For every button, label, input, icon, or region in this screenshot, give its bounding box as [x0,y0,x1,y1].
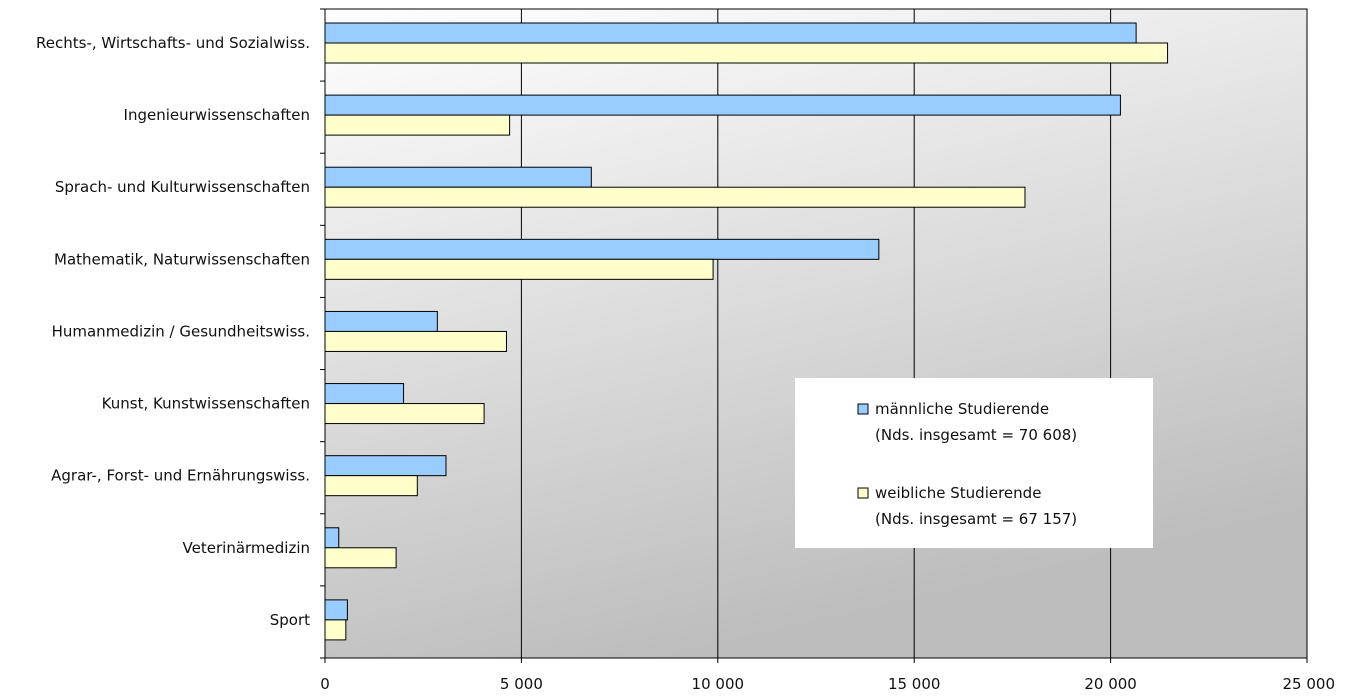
bar-male [324,166,592,188]
category-label: Agrar-, Forst- und Ernährungswiss. [51,467,310,485]
x-tick-label: 20 000 [1084,675,1137,693]
category-label: Mathematik, Naturwissenschaften [54,250,310,268]
bar-male [324,527,340,549]
bar-female [324,403,485,425]
x-tick-label: 10 000 [692,675,745,693]
x-tick-label: 5 000 [500,675,543,693]
category-label: Veterinärmedizin [183,539,310,557]
category-label: Kunst, Kunstwissenschaften [102,395,310,413]
bar-female [324,258,714,280]
bar-female [324,547,397,569]
bar-male [324,599,348,621]
legend-swatch-female [857,487,869,499]
category-label: Ingenieurwissenschaften [124,106,310,124]
bar-male [324,22,1137,44]
category-label: Rechts-, Wirtschafts- und Sozialwiss. [36,34,310,52]
x-tick-labels: 0 5 000 10 000 15 000 20 000 25 000 [320,675,1335,693]
legend-note-female: (Nds. insgesamt = 67 157) [875,510,1077,528]
bar-male [324,310,438,332]
bar-male [324,238,880,260]
legend-label-female: weibliche Studierende [875,484,1041,502]
bar-male [324,94,1121,116]
bar-female [324,114,511,136]
legend-label-male: männliche Studierende [875,400,1049,418]
bar-male [324,383,405,405]
legend: männliche Studierende (Nds. insgesamt = … [795,378,1153,548]
bar-female [324,619,347,641]
axes [320,8,1308,663]
bar-male [324,455,447,477]
x-tick-label: 25 000 [1283,675,1336,693]
legend-box [795,378,1153,548]
x-tick-label: 0 [320,675,330,693]
legend-swatch-male [857,403,869,415]
bars [324,22,1169,641]
x-tick-label: 15 000 [888,675,941,693]
bar-female [324,330,507,352]
category-label: Sprach- und Kulturwissenschaften [55,178,310,196]
bar-female [324,186,1026,208]
bar-female [324,42,1169,64]
gridlines [520,9,1112,658]
category-labels: Rechts-, Wirtschafts- und Sozialwiss. Ing… [36,34,310,629]
category-label: Sport [270,611,310,629]
category-label: Humanmedizin / Gesundheitswiss. [52,322,310,340]
legend-note-male: (Nds. insgesamt = 70 608) [875,426,1077,444]
bar-female [324,475,418,497]
